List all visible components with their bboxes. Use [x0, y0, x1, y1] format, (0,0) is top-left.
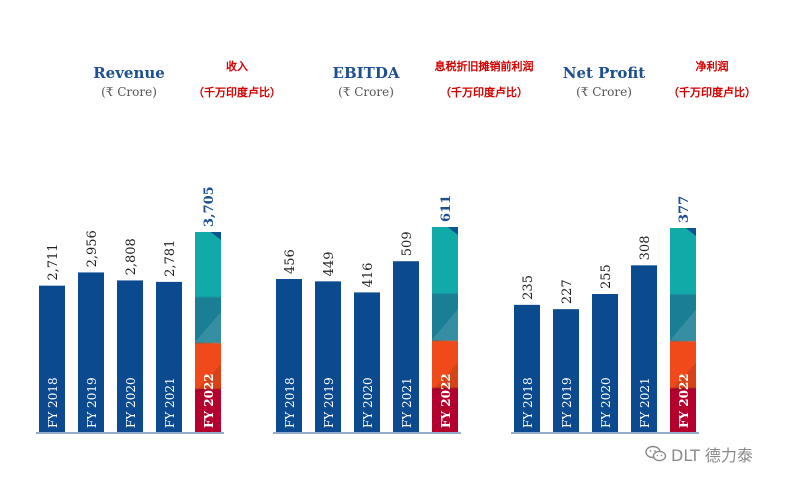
value-label: 377 — [677, 196, 692, 223]
bar-facet — [195, 364, 221, 392]
category-label: FY 2022 — [677, 373, 691, 428]
value-label: 416 — [361, 263, 376, 288]
value-label: 611 — [439, 195, 454, 222]
wechat-icon — [645, 445, 667, 462]
watermark-text: DLT 德力泰 — [671, 446, 753, 465]
bar — [276, 279, 302, 432]
bar-highlight — [432, 227, 458, 432]
watermark: DLT 德力泰 — [645, 442, 785, 466]
category-label: FY 2019 — [85, 377, 99, 428]
bar-facet — [195, 312, 221, 344]
chart-title: Revenue — [93, 64, 165, 82]
category-label: FY 2020 — [124, 377, 138, 428]
bar — [117, 280, 143, 432]
category-label: FY 2022 — [202, 373, 216, 428]
chart-unit-cn: （千万印度卢比） — [193, 85, 281, 99]
category-label: FY 2022 — [439, 373, 453, 428]
bar — [78, 272, 104, 432]
value-label: 255 — [599, 264, 614, 289]
category-label: FY 2018 — [283, 377, 297, 428]
category-label: FY 2021 — [163, 377, 177, 428]
category-label: FY 2019 — [322, 377, 336, 428]
value-label: 308 — [638, 236, 653, 261]
bar — [354, 292, 380, 432]
chart-unit-cn: （千万印度卢比） — [440, 85, 528, 99]
category-label: FY 2019 — [560, 377, 574, 428]
value-label: 235 — [521, 275, 536, 300]
bar-facet — [432, 309, 458, 342]
chart-unit-cn: （千万印度卢比） — [668, 85, 756, 99]
bar-facet — [432, 362, 458, 391]
value-label: 2,956 — [85, 230, 100, 267]
chart-title: Net Profit — [563, 64, 645, 82]
chart-unit: (₹ Crore) — [576, 85, 632, 99]
value-label: 509 — [400, 231, 415, 256]
chart-title-cn: 收入 — [226, 59, 248, 73]
category-label: FY 2020 — [599, 377, 613, 428]
value-label: 2,781 — [163, 240, 178, 277]
value-label: 449 — [322, 252, 337, 277]
bar-facet — [447, 227, 458, 235]
value-label: 2,808 — [124, 238, 139, 275]
category-label: FY 2018 — [521, 377, 535, 428]
bar-facet — [210, 232, 221, 240]
value-label: 3,705 — [202, 186, 217, 227]
bar — [631, 265, 657, 432]
chart-unit: (₹ Crore) — [338, 85, 394, 99]
bar — [553, 309, 579, 432]
bar-facet — [670, 309, 696, 343]
bar-highlight — [195, 232, 221, 432]
chart-title-cn: 净利润 — [696, 59, 729, 73]
category-label: FY 2018 — [46, 377, 60, 428]
bar — [592, 294, 618, 432]
category-label: FY 2021 — [638, 377, 652, 428]
category-label: FY 2020 — [361, 377, 375, 428]
bar — [156, 281, 182, 432]
bar-highlight — [670, 228, 696, 432]
value-label: 2,711 — [46, 243, 61, 280]
bar — [393, 261, 419, 432]
bar — [315, 281, 341, 432]
bar-facet — [685, 228, 696, 236]
chart-title-cn: 息税折旧摊销前利润 — [435, 59, 534, 73]
bar-facet — [670, 362, 696, 392]
chart-unit: (₹ Crore) — [101, 85, 157, 99]
value-label: 227 — [560, 279, 575, 304]
bar — [514, 304, 540, 432]
chart-title: EBITDA — [333, 64, 400, 82]
category-label: FY 2021 — [400, 377, 414, 428]
bar — [39, 285, 65, 432]
value-label: 456 — [283, 249, 298, 274]
